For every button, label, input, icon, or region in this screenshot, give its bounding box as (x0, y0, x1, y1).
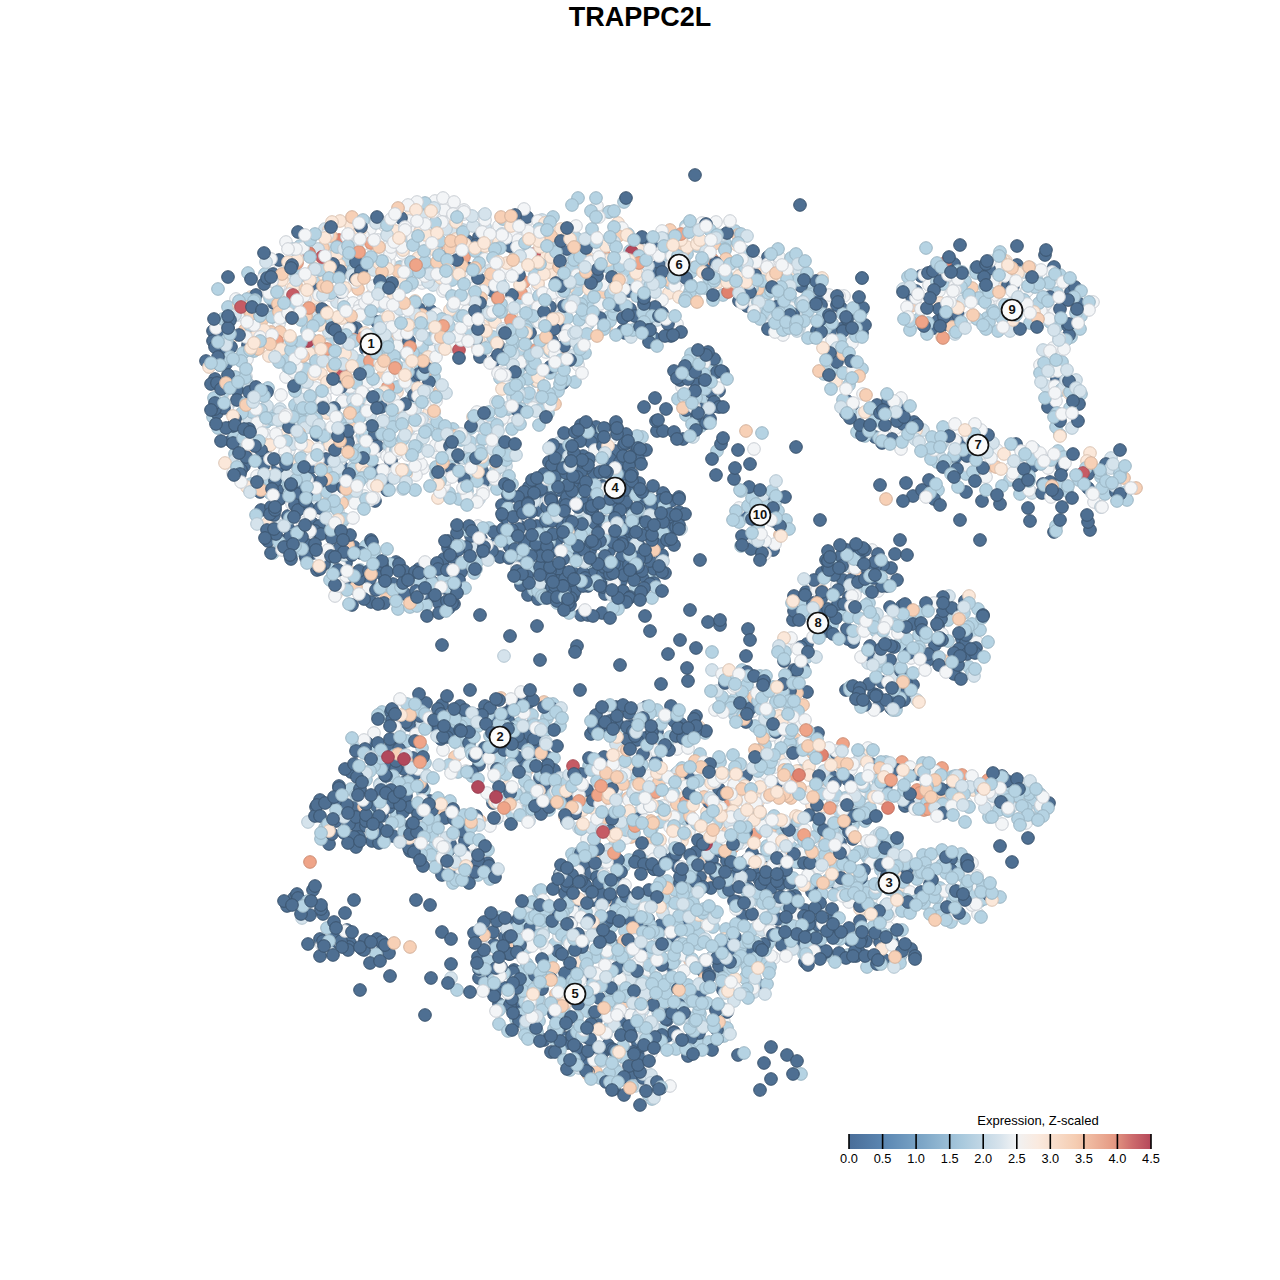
svg-text:6: 6 (675, 257, 682, 272)
svg-text:4: 4 (611, 480, 619, 495)
svg-text:0.0: 0.0 (840, 1151, 858, 1166)
svg-text:2.0: 2.0 (974, 1151, 992, 1166)
svg-text:10: 10 (753, 507, 767, 522)
svg-text:4.5: 4.5 (1142, 1151, 1160, 1166)
svg-text:7: 7 (974, 437, 981, 452)
svg-text:5: 5 (571, 986, 578, 1001)
svg-text:1.0: 1.0 (907, 1151, 925, 1166)
svg-text:0.5: 0.5 (874, 1151, 892, 1166)
svg-text:1: 1 (367, 336, 374, 351)
svg-text:Expression, Z-scaled: Expression, Z-scaled (977, 1113, 1098, 1128)
svg-text:4.0: 4.0 (1109, 1151, 1127, 1166)
svg-text:9: 9 (1008, 302, 1015, 317)
svg-text:2: 2 (496, 729, 503, 744)
svg-text:3.5: 3.5 (1075, 1151, 1093, 1166)
svg-text:3.0: 3.0 (1041, 1151, 1059, 1166)
svg-text:2.5: 2.5 (1008, 1151, 1026, 1166)
svg-text:1.5: 1.5 (941, 1151, 959, 1166)
svg-text:TRAPPC2L: TRAPPC2L (569, 2, 712, 32)
svg-text:3: 3 (885, 875, 892, 890)
svg-text:8: 8 (814, 615, 821, 630)
